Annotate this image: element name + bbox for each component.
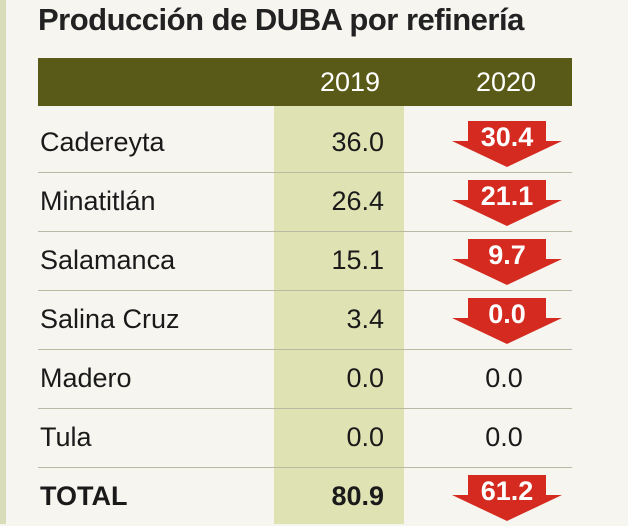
value-2020: 21.1 [480, 181, 534, 211]
row-label: Tula [40, 422, 92, 452]
down-arrow-icon [452, 475, 562, 521]
value-2020: 61.2 [480, 476, 534, 506]
value-2020: 9.7 [488, 240, 526, 270]
table-row: Madero 0.0 0.0 [38, 349, 572, 408]
row-label: Cadereyta [40, 127, 165, 157]
row-divider [38, 290, 572, 291]
down-arrow-icon [452, 121, 562, 167]
down-arrow-badge: 9.7 [448, 235, 566, 287]
value-2019: 0.0 [346, 422, 384, 452]
value-2020: 30.4 [480, 122, 534, 152]
value-2020: 0.0 [488, 299, 526, 329]
row-divider [38, 172, 572, 173]
value-2019: 26.4 [331, 186, 384, 216]
down-arrow-badge: 0.0 [448, 294, 566, 346]
value-2020: 0.0 [485, 422, 523, 452]
row-label: Minatitlán [40, 186, 156, 216]
row-label: Salina Cruz [40, 304, 180, 334]
row-label: TOTAL [40, 481, 128, 511]
down-arrow-icon [452, 180, 562, 226]
down-arrow-badge: 61.2 [448, 471, 566, 523]
highlight-column-2019 [274, 106, 404, 524]
down-arrow-icon [452, 298, 562, 344]
table-title: Producción de DUBA por refinería [38, 2, 524, 37]
row-label: Salamanca [40, 245, 176, 275]
left-accent-stripe [0, 0, 6, 524]
table-row: Salina Cruz 3.4 0.0 [38, 290, 572, 349]
header-2020: 2020 [475, 67, 537, 97]
header-2019: 2019 [319, 67, 381, 97]
table-row: Tula 0.0 0.0 [38, 408, 572, 467]
table-row: Cadereyta 36.0 30.4 [38, 113, 572, 172]
row-divider [38, 231, 572, 232]
value-2020: 0.0 [485, 363, 523, 393]
row-label: Madero [40, 363, 132, 393]
down-arrow-badge: 30.4 [448, 117, 566, 169]
table-header: 2019 2020 [38, 58, 572, 106]
table-row: Salamanca 15.1 9.7 [38, 231, 572, 290]
value-2019: 15.1 [331, 245, 384, 275]
value-2019: 80.9 [331, 481, 384, 511]
down-arrow-badge: 21.1 [448, 176, 566, 228]
total-row: TOTAL 80.9 61.2 [38, 467, 572, 526]
value-2019: 0.0 [346, 363, 384, 393]
table-row: Minatitlán 26.4 21.1 [38, 172, 572, 231]
down-arrow-icon [452, 239, 562, 285]
row-divider [38, 408, 572, 409]
value-2019: 36.0 [331, 127, 384, 157]
value-2019: 3.4 [346, 304, 384, 334]
row-divider [38, 349, 572, 350]
row-divider [38, 467, 572, 468]
